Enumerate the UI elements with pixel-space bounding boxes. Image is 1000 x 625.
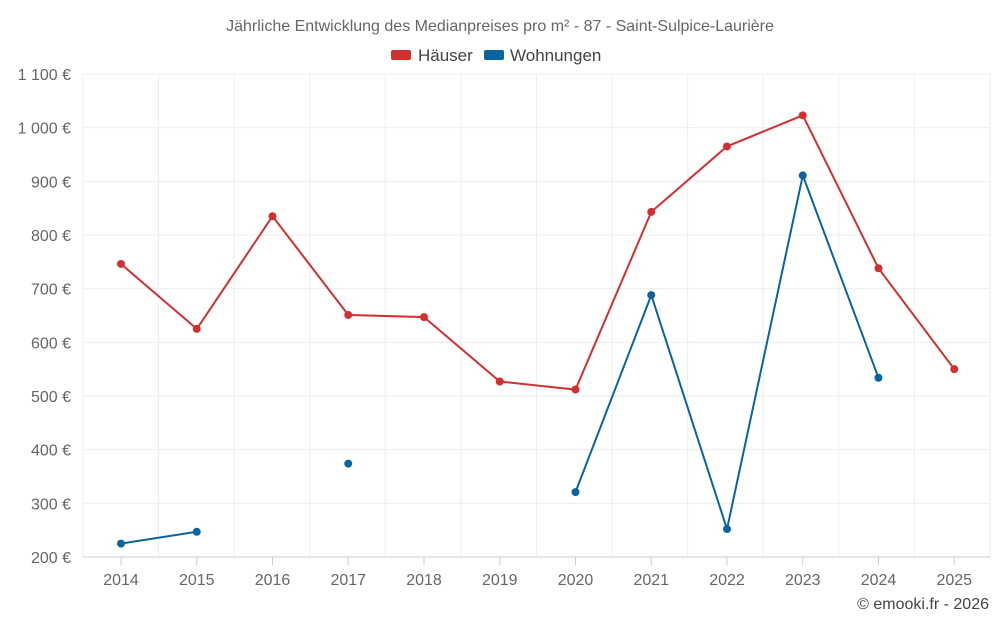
data-point-haeuser[interactable] bbox=[495, 377, 504, 386]
y-tick-label: 500 € bbox=[31, 389, 71, 406]
y-tick-label: 700 € bbox=[31, 282, 71, 299]
legend-item-haeuser[interactable]: Häuser bbox=[391, 46, 473, 65]
data-point-haeuser[interactable] bbox=[117, 259, 125, 268]
data-point-wohnungen[interactable] bbox=[723, 525, 731, 534]
x-tick-label: 2025 bbox=[936, 572, 972, 589]
x-tick-label: 2024 bbox=[861, 572, 897, 589]
series-wohnungen bbox=[117, 171, 883, 548]
x-tick-label: 2015 bbox=[179, 572, 215, 589]
data-point-haeuser[interactable] bbox=[950, 365, 959, 374]
x-tick-label: 2019 bbox=[482, 572, 518, 589]
data-point-wohnungen[interactable] bbox=[571, 488, 580, 497]
legend-swatch-haeuser bbox=[391, 50, 411, 60]
data-point-haeuser[interactable] bbox=[571, 385, 580, 394]
data-point-wohnungen[interactable] bbox=[344, 459, 353, 468]
x-tick-label: 2021 bbox=[633, 572, 669, 589]
y-tick-label: 1 000 € bbox=[18, 121, 71, 138]
y-tick-label: 200 € bbox=[31, 550, 71, 567]
data-point-haeuser[interactable] bbox=[192, 324, 201, 333]
grid bbox=[82, 73, 991, 558]
data-point-haeuser[interactable] bbox=[723, 142, 731, 151]
data-point-wohnungen[interactable] bbox=[874, 373, 883, 382]
data-point-haeuser[interactable] bbox=[798, 111, 807, 120]
data-point-haeuser[interactable] bbox=[647, 207, 656, 216]
data-point-haeuser[interactable] bbox=[344, 310, 353, 319]
x-tick-label: 2022 bbox=[709, 572, 745, 589]
legend-item-wohnungen[interactable]: Wohnungen bbox=[484, 46, 601, 65]
series-line-wohnungen bbox=[120, 530, 197, 545]
chart-title: Jährliche Entwicklung des Medianpreises … bbox=[226, 18, 774, 35]
y-tick-label: 300 € bbox=[31, 496, 71, 513]
x-tick-label: 2014 bbox=[103, 572, 139, 589]
y-tick-label: 1 100 € bbox=[18, 67, 71, 84]
x-tick-label: 2018 bbox=[406, 572, 442, 589]
data-point-haeuser[interactable] bbox=[874, 264, 883, 273]
x-tick-label: 2020 bbox=[558, 572, 594, 589]
data-point-haeuser[interactable] bbox=[420, 313, 428, 322]
legend-label-haeuser: Häuser bbox=[418, 46, 473, 65]
data-point-wohnungen[interactable] bbox=[192, 527, 201, 536]
series-line-haeuser bbox=[120, 114, 956, 391]
series-line-wohnungen bbox=[574, 174, 880, 531]
x-axis: 2014 2015 2016 2017 2018 2019 2020 2021 2022 2023… bbox=[103, 557, 972, 589]
y-tick-label: 900 € bbox=[31, 174, 71, 191]
credit-text: © emooki.fr - 2026 bbox=[857, 596, 989, 613]
legend: Häuser Wohnungen bbox=[391, 46, 601, 65]
series-layer bbox=[117, 111, 959, 548]
data-point-wohnungen[interactable] bbox=[117, 539, 125, 548]
series-haeuser bbox=[117, 111, 959, 394]
y-tick-label: 600 € bbox=[31, 335, 71, 352]
y-tick-label: 800 € bbox=[31, 228, 71, 245]
x-tick-label: 2017 bbox=[330, 572, 366, 589]
y-axis: 200 € 300 € 400 € 500 € 600 € 700 € 800 € 900 €… bbox=[18, 67, 71, 567]
data-point-wohnungen[interactable] bbox=[798, 171, 807, 180]
data-point-wohnungen[interactable] bbox=[647, 291, 656, 300]
x-tick-label: 2016 bbox=[255, 572, 291, 589]
y-tick-label: 400 € bbox=[31, 443, 71, 460]
x-tick-label: 2023 bbox=[785, 572, 821, 589]
legend-label-wohnungen: Wohnungen bbox=[510, 46, 601, 65]
data-point-haeuser[interactable] bbox=[268, 212, 277, 221]
legend-swatch-wohnungen bbox=[484, 50, 504, 60]
